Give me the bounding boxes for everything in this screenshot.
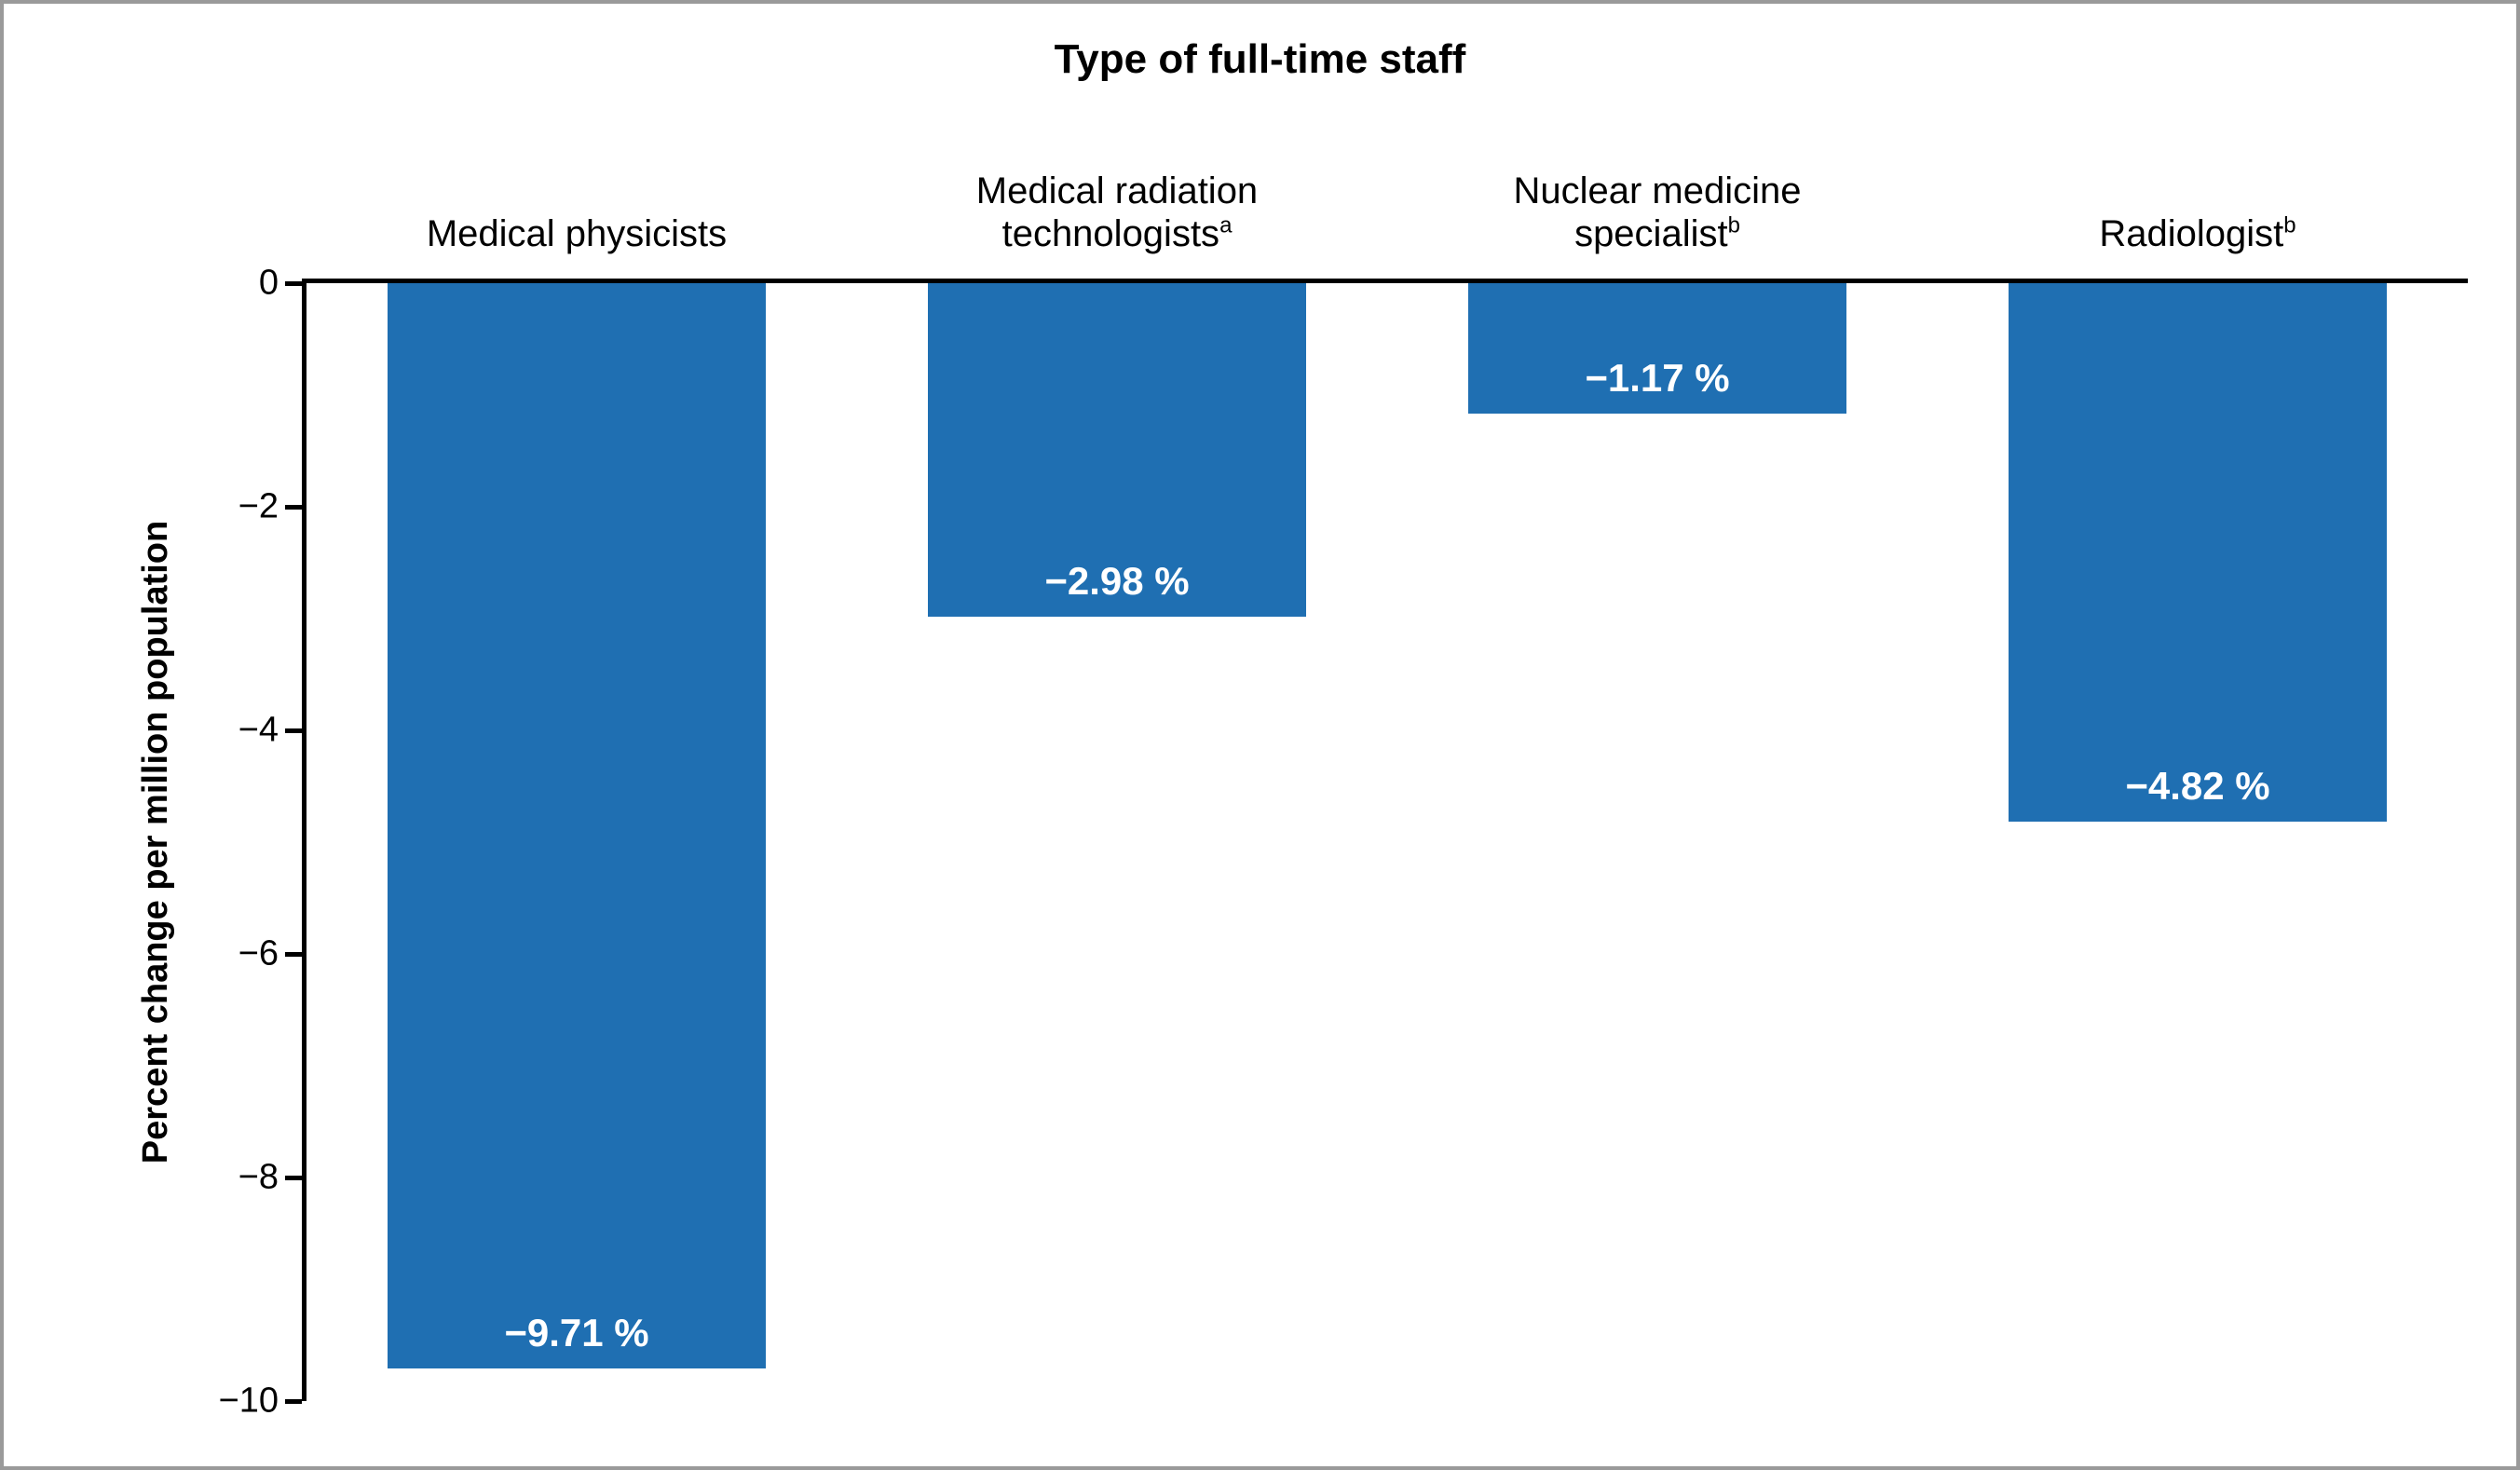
category-label: Medical radiationtechnologistsa — [834, 170, 1401, 255]
category-label: Radiologistb — [1914, 212, 2482, 255]
y-tick-label: 0 — [169, 264, 279, 304]
y-tick — [285, 505, 302, 510]
category-label: Nuclear medicinespecialistb — [1374, 170, 1941, 255]
bar — [388, 283, 766, 1368]
category-label: Medical physicists — [293, 212, 861, 255]
plot-area: 0−2−4−6−8−10−9.71 %Medical physicists−2.… — [306, 283, 2468, 1401]
y-axis-line — [302, 283, 306, 1401]
bar-value-label: −2.98 % — [1044, 559, 1189, 604]
y-tick-label: −4 — [169, 711, 279, 751]
y-tick-label: −10 — [169, 1382, 279, 1422]
y-tick — [285, 952, 302, 957]
y-tick-label: −6 — [169, 934, 279, 974]
y-tick-label: −8 — [169, 1158, 279, 1198]
y-tick — [285, 1176, 302, 1180]
y-tick — [285, 281, 302, 286]
bar — [2009, 283, 2387, 822]
y-tick-label: −2 — [169, 487, 279, 527]
bar-value-label: −9.71 % — [504, 1311, 648, 1355]
bar-value-label: −1.17 % — [1585, 356, 1729, 401]
bar-value-label: −4.82 % — [2125, 764, 2269, 809]
chart-title: Type of full-time staff — [4, 36, 2516, 83]
chart-frame: Type of full-time staff Percent change p… — [0, 0, 2520, 1470]
y-tick — [285, 1399, 302, 1404]
y-tick — [285, 728, 302, 733]
y-axis-label: Percent change per million population — [136, 283, 176, 1401]
